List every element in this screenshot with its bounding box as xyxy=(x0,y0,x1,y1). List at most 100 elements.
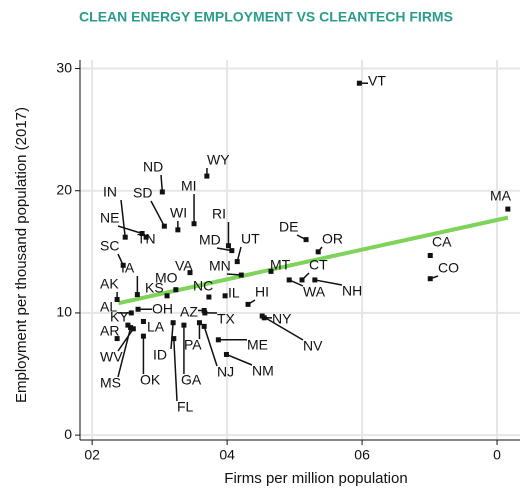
chart-title: CLEAN ENERGY EMPLOYMENT VS CLEANTECH FIR… xyxy=(79,9,453,25)
point-label: GA xyxy=(181,372,202,388)
point xyxy=(129,310,134,315)
point-label: CA xyxy=(432,234,452,250)
point xyxy=(428,276,433,281)
point-label: MT xyxy=(270,257,291,273)
point xyxy=(123,235,128,240)
y-axis-label: Employment per thousand population (2017… xyxy=(13,107,30,403)
point-label: TX xyxy=(217,311,236,327)
point-label: MI xyxy=(181,178,197,194)
point-label: ID xyxy=(153,347,167,363)
point-label: PA xyxy=(184,337,202,353)
point xyxy=(312,277,317,282)
point xyxy=(202,324,207,329)
point-label: IN xyxy=(103,184,117,200)
leader-line xyxy=(161,175,162,192)
point xyxy=(197,320,202,325)
point xyxy=(216,337,221,342)
point xyxy=(224,352,229,357)
point-label: DE xyxy=(279,219,298,235)
point xyxy=(181,323,186,328)
point xyxy=(121,263,126,268)
point xyxy=(204,174,209,179)
point xyxy=(304,237,309,242)
point-label: WY xyxy=(207,152,230,168)
point xyxy=(287,277,292,282)
point-label: RI xyxy=(212,206,226,222)
y-tick-label: 30 xyxy=(56,59,72,75)
point-label: MA xyxy=(490,188,512,204)
point-label: IL xyxy=(228,285,240,301)
point-label: SD xyxy=(133,185,152,201)
point xyxy=(165,293,170,298)
point xyxy=(192,221,197,226)
point-label: NV xyxy=(303,338,323,354)
point-label: MD xyxy=(199,232,221,248)
y-tick-label: 20 xyxy=(56,181,72,197)
point-label: NM xyxy=(252,363,274,379)
point xyxy=(223,293,228,298)
point xyxy=(316,249,321,254)
point xyxy=(246,302,251,307)
point-label: UT xyxy=(241,231,260,247)
point xyxy=(428,253,433,258)
point xyxy=(226,243,231,248)
point-label: WV xyxy=(100,349,123,365)
point-label: HI xyxy=(255,284,269,300)
point-label: NJ xyxy=(217,364,234,380)
point-label: LA xyxy=(147,319,165,335)
point-label: WA xyxy=(303,284,326,300)
point-label: ME xyxy=(247,337,268,353)
point xyxy=(235,259,240,264)
point-label: NH xyxy=(342,283,362,299)
point-label: OR xyxy=(322,231,343,247)
point-label: AR xyxy=(100,323,119,339)
point-label: FL xyxy=(177,399,194,415)
point xyxy=(162,224,167,229)
point-label: VA xyxy=(175,258,193,274)
point xyxy=(160,189,165,194)
point xyxy=(239,273,244,278)
point xyxy=(171,320,176,325)
point xyxy=(300,277,305,282)
leader-line xyxy=(174,339,177,401)
point xyxy=(141,334,146,339)
point xyxy=(206,295,211,300)
point-label: AK xyxy=(100,276,119,292)
point xyxy=(175,227,180,232)
point xyxy=(141,319,146,324)
point xyxy=(505,207,510,212)
point xyxy=(136,307,141,312)
point xyxy=(202,310,207,315)
leader-line xyxy=(204,326,217,366)
point-label: TN xyxy=(137,231,156,247)
y-tick-label: 0 xyxy=(64,426,72,442)
point-label: VT xyxy=(368,73,386,89)
x-tick-label: 02 xyxy=(84,447,100,463)
point-label: CO xyxy=(438,260,459,276)
point xyxy=(357,81,362,86)
point xyxy=(128,325,133,330)
point-label: MS xyxy=(100,375,121,391)
point-label: KS xyxy=(145,280,164,296)
point-label: SC xyxy=(100,238,119,254)
point xyxy=(229,248,234,253)
point-label: OH xyxy=(152,301,173,317)
point-label: OK xyxy=(140,372,161,388)
y-tick-label: 10 xyxy=(56,304,72,320)
point-label: NC xyxy=(193,278,213,294)
point-label: WI xyxy=(170,205,187,221)
point-label: AZ xyxy=(180,304,198,320)
x-tick-label: 04 xyxy=(219,447,235,463)
x-axis-label: Firms per million population xyxy=(224,470,407,487)
point xyxy=(135,292,140,297)
point-label: ND xyxy=(143,159,163,175)
point xyxy=(173,287,178,292)
x-tick-label: 0 xyxy=(493,447,501,463)
leader-line xyxy=(151,201,164,226)
point-label: NE xyxy=(100,210,119,226)
point-label: MN xyxy=(209,258,231,274)
leader-line xyxy=(121,200,125,237)
point-label: CT xyxy=(309,257,328,273)
point xyxy=(260,313,265,318)
